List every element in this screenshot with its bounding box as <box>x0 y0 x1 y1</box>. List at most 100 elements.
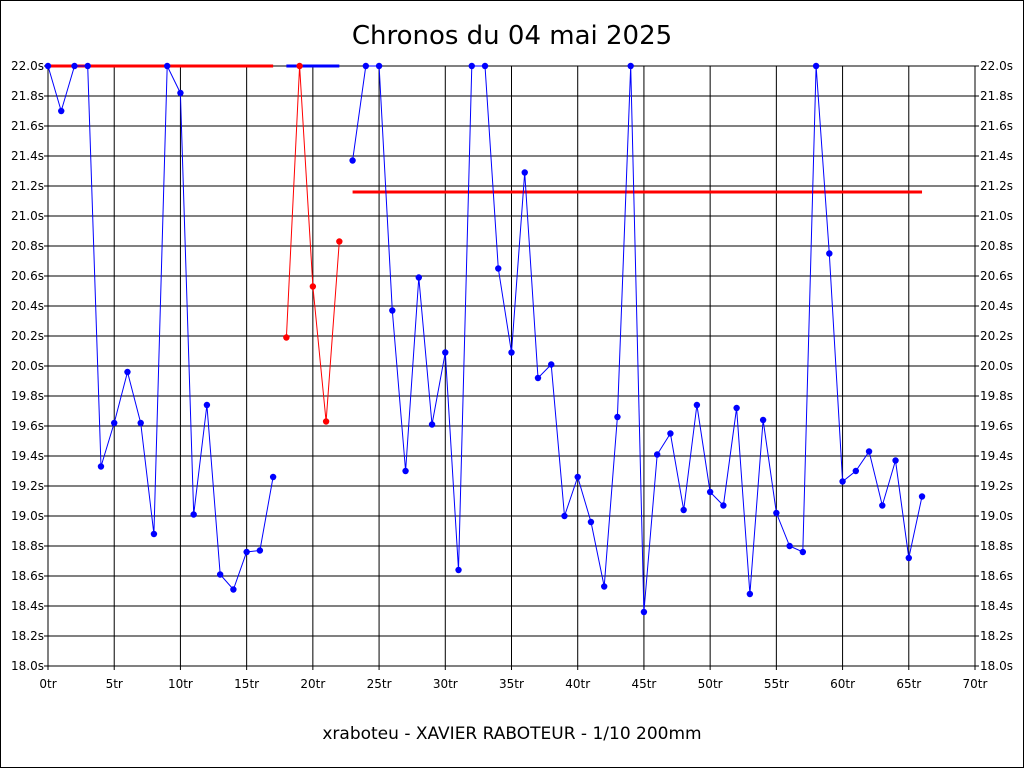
y-tick-labels-right: 18.0s 18.2s 18.4s 18.6s 18.8s 19.0s 19.2s 19.4s… <box>980 59 1013 673</box>
y-tick-label-right: 21.2s <box>980 179 1013 193</box>
x-tick-label: 65tr <box>896 677 921 691</box>
data-point <box>786 542 793 550</box>
y-tick-label: 20.0s <box>11 359 44 373</box>
data-point <box>614 413 621 421</box>
data-point <box>720 502 727 509</box>
data-point <box>839 478 846 485</box>
data-point <box>905 554 912 562</box>
data-point <box>190 511 197 518</box>
data-point <box>746 590 754 598</box>
data-point <box>216 571 224 578</box>
series-2 <box>349 62 926 616</box>
data-point <box>508 349 515 356</box>
y-tick-label: 19.6s <box>11 419 44 433</box>
y-tick-label: 22.0s <box>11 59 44 73</box>
y-tick-label-right: 20.6s <box>980 269 1013 283</box>
data-point <box>124 368 131 376</box>
x-tick-label: 45tr <box>631 677 656 691</box>
chart-title: Chronos du 04 mai 2025 <box>352 21 672 51</box>
y-tick-label: 18.4s <box>11 599 44 613</box>
data-point <box>468 62 475 70</box>
y-tick-label-right: 18.6s <box>980 569 1013 583</box>
y-tick-label-right: 22.0s <box>980 59 1013 73</box>
reference-lines <box>48 64 923 194</box>
data-point <box>415 274 422 281</box>
data-point <box>256 547 264 554</box>
y-tick-label-right: 19.0s <box>980 509 1013 523</box>
y-tick-label-right: 20.2s <box>980 329 1013 343</box>
data-point <box>402 467 409 475</box>
data-point <box>561 512 568 520</box>
y-tick-label-right: 18.4s <box>980 599 1013 613</box>
data-point <box>71 62 78 70</box>
data-point <box>574 473 581 481</box>
y-tick-label: 20.4s <box>11 299 44 313</box>
data-point <box>428 421 436 428</box>
data-point <box>653 451 661 458</box>
y-tick-label-right: 21.4s <box>980 149 1013 163</box>
x-tick-label: 20tr <box>300 677 325 691</box>
y-tick-label: 21.6s <box>11 119 44 133</box>
data-point <box>84 62 91 70</box>
data-point <box>812 62 820 70</box>
data-point <box>733 404 740 412</box>
data-point <box>97 463 105 470</box>
data-point <box>548 361 555 368</box>
y-tick-label: 19.2s <box>11 479 44 493</box>
y-tick-label: 21.2s <box>11 179 44 193</box>
data-point <box>481 62 489 70</box>
series-0 <box>44 62 277 593</box>
series-1 <box>283 62 343 425</box>
plot-area-border <box>47 65 976 667</box>
data-point <box>865 448 873 455</box>
series-group <box>44 62 926 616</box>
data-point <box>336 238 343 245</box>
data-point <box>826 250 833 257</box>
y-tick-label: 19.0s <box>11 509 44 523</box>
x-tick-label: 25tr <box>367 677 392 691</box>
data-point <box>495 265 502 272</box>
data-point <box>163 62 171 70</box>
data-point <box>177 89 184 97</box>
data-point <box>111 419 118 427</box>
data-point <box>203 401 211 409</box>
data-point <box>680 506 687 514</box>
data-point <box>362 62 370 70</box>
data-point <box>442 349 449 356</box>
data-point <box>58 107 65 115</box>
data-point <box>375 62 383 70</box>
x-tick-label: 5tr <box>106 677 123 691</box>
y-tick-label-right: 21.6s <box>980 119 1013 133</box>
y-tick-label-right: 20.4s <box>980 299 1013 313</box>
data-point <box>773 509 780 517</box>
x-tick-labels: 0tr 5tr 10tr 15tr 20tr 25tr 30tr 35tr 40tr 45tr 50… <box>39 677 987 691</box>
data-point <box>283 334 290 341</box>
data-point <box>349 157 356 164</box>
data-point <box>534 374 542 382</box>
y-tick-label: 18.8s <box>11 539 44 553</box>
data-point <box>640 608 648 616</box>
y-tick-label-right: 20.8s <box>980 239 1013 253</box>
y-tick-label-right: 18.8s <box>980 539 1013 553</box>
data-point <box>667 430 674 437</box>
data-point <box>521 169 528 176</box>
grid-lines <box>44 65 979 670</box>
data-point <box>706 488 714 496</box>
data-point <box>137 419 144 427</box>
data-point <box>759 416 767 424</box>
data-point <box>693 401 701 409</box>
y-tick-label: 18.6s <box>11 569 44 583</box>
y-tick-label: 21.0s <box>11 209 44 223</box>
data-point <box>852 467 860 475</box>
chart-subtitle: xraboteu - XAVIER RABOTEUR - 1/10 200mm <box>322 724 701 744</box>
data-point <box>587 518 595 526</box>
y-tick-label: 20.6s <box>11 269 44 283</box>
data-point <box>243 548 250 556</box>
data-point <box>230 586 237 593</box>
y-tick-label: 20.2s <box>11 329 44 343</box>
y-tick-label: 19.8s <box>11 389 44 403</box>
x-tick-label: 40tr <box>565 677 590 691</box>
data-point <box>879 502 886 509</box>
y-tick-label-right: 18.2s <box>980 629 1013 643</box>
